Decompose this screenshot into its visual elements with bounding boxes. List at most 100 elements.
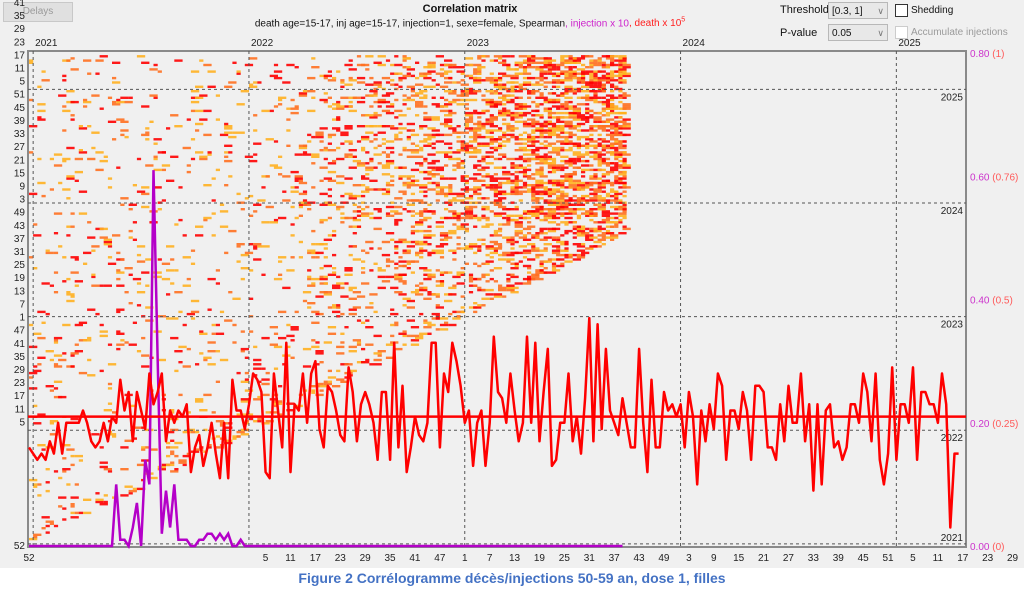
heatmap-cell [415, 293, 424, 296]
heatmap-cell [423, 159, 428, 163]
heatmap-cell [597, 138, 602, 141]
heatmap-cell [464, 114, 474, 117]
heatmap-cell [522, 238, 532, 241]
heatmap-cell [485, 173, 490, 176]
heatmap-cell [448, 92, 457, 95]
heatmap-cell [547, 190, 557, 193]
heatmap-cell [477, 286, 482, 290]
heatmap-cell [141, 336, 146, 340]
heatmap-cell [402, 334, 407, 338]
heatmap-cell [576, 146, 581, 150]
heatmap-cell [522, 68, 528, 71]
heatmap-cell [406, 299, 415, 303]
heatmap-cell [240, 277, 245, 281]
heatmap-cell [601, 146, 610, 150]
heatmap-cell [576, 157, 581, 161]
heatmap-cell [543, 188, 552, 191]
heatmap-cell [236, 435, 241, 438]
heatmap-cell [493, 243, 503, 246]
shedding-checkbox[interactable] [895, 4, 908, 17]
heatmap-cell [319, 382, 324, 386]
heatmap-cell [332, 286, 341, 290]
heatmap-cell [145, 284, 150, 287]
heatmap-cell [589, 247, 594, 250]
heatmap-cell [518, 155, 523, 158]
heatmap-cell [344, 282, 349, 285]
heatmap-cell [585, 107, 590, 110]
heatmap-cell [601, 114, 606, 117]
heatmap-cell [435, 269, 440, 272]
heatmap-cell [581, 170, 586, 174]
heatmap-cell [589, 85, 594, 88]
heatmap-cell [78, 125, 83, 128]
heatmap-cell [419, 72, 428, 75]
heatmap-cell [601, 96, 606, 99]
heatmap-cell [394, 218, 403, 222]
heatmap-cell [522, 186, 528, 189]
heatmap-cell [522, 190, 528, 193]
heatmap-cell [585, 83, 594, 86]
heatmap-cell [605, 118, 615, 121]
heatmap-cell [348, 297, 357, 300]
heatmap-cell [622, 210, 627, 213]
heatmap-cell [601, 157, 606, 161]
heatmap-cell [551, 238, 557, 241]
heatmap-cell [618, 208, 627, 211]
heatmap-cell [294, 177, 303, 180]
heatmap-cell [514, 221, 523, 224]
heatmap-cell [560, 59, 569, 62]
heatmap-cell [498, 181, 503, 185]
heatmap-cell [402, 146, 407, 150]
heatmap-cell [323, 275, 328, 279]
heatmap-cell [327, 376, 337, 379]
heatmap-cell [527, 280, 532, 283]
heatmap-cell [103, 240, 112, 244]
heatmap-cell [510, 201, 515, 204]
heatmap-cell [576, 144, 586, 147]
heatmap-cell [610, 205, 615, 209]
heatmap-cell [99, 323, 104, 327]
heatmap-cell [166, 179, 175, 182]
heatmap-cell [473, 201, 478, 204]
heatmap-cell [83, 511, 92, 515]
heatmap-cell [145, 164, 154, 167]
heatmap-cell [278, 96, 287, 99]
heatmap-cell [323, 74, 332, 78]
right-axis-label: 0.00 (0) [970, 542, 1004, 553]
heatmap-cell [489, 114, 494, 117]
heatmap-cell [157, 358, 166, 362]
heatmap-cell [365, 162, 370, 165]
heatmap-cell [543, 100, 552, 104]
heatmap-cell [601, 184, 606, 187]
heatmap-cell [415, 223, 424, 226]
heatmap-cell [269, 164, 278, 167]
heatmap-cell [564, 100, 569, 104]
heatmap-cell [551, 100, 561, 104]
heatmap-cell [506, 260, 511, 263]
heatmap-cell [203, 216, 212, 220]
heatmap-cell [589, 96, 594, 99]
heatmap-cell [377, 210, 382, 213]
heatmap-cell [224, 426, 233, 429]
heatmap-cell [514, 111, 519, 115]
heatmap-cell [406, 210, 411, 213]
heatmap-cell [468, 76, 478, 80]
heatmap-cell [568, 114, 577, 117]
threshold-select[interactable]: [0.3, 1] ∨ [828, 2, 888, 19]
heatmap-cell [319, 275, 324, 279]
accumulate-injections-label: Accumulate injections [911, 27, 1008, 38]
heatmap-cell [352, 203, 357, 206]
heatmap-cell [294, 66, 299, 69]
heatmap-cell [419, 103, 424, 106]
heatmap-cell [157, 201, 162, 204]
heatmap-cell [66, 175, 75, 178]
pvalue-select[interactable]: 0.05 ∨ [828, 24, 888, 41]
heatmap-cell [593, 221, 598, 224]
accumulate-injections-checkbox[interactable] [895, 26, 908, 39]
heatmap-cell [215, 118, 220, 121]
heatmap-cell [464, 131, 469, 134]
heatmap-cell [282, 199, 291, 202]
delays-button[interactable]: Delays [3, 2, 73, 22]
heatmap-cell [614, 125, 619, 128]
heatmap-cell [502, 55, 511, 58]
